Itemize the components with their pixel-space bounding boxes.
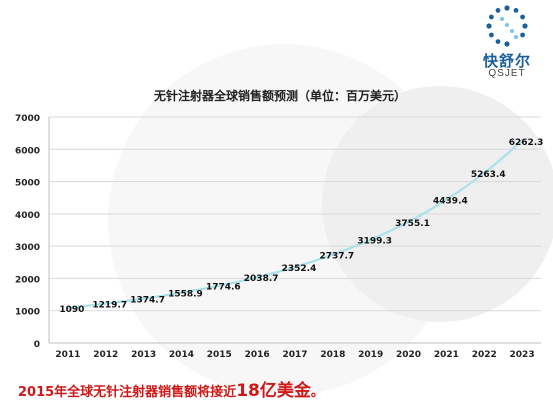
data-point	[520, 139, 524, 143]
data-point	[142, 297, 145, 300]
data-point	[104, 302, 107, 305]
y-tick-label: 3000	[15, 243, 40, 253]
x-tick-label: 2014	[169, 350, 194, 360]
y-tick-label: 4000	[15, 211, 40, 221]
data-point	[66, 306, 70, 310]
data-label: 1374.7	[130, 296, 165, 306]
data-point	[369, 238, 372, 241]
data-label: 2038.7	[244, 274, 279, 284]
data-label: 6262.3	[509, 138, 544, 148]
brand-name-en: QSJET	[488, 68, 526, 79]
x-tick-label: 2019	[358, 350, 383, 360]
chart-title: 无针注射器全球销售额预测（单位：百万美元）	[153, 89, 406, 103]
x-tick-label: 2016	[245, 350, 270, 360]
x-tick-label: 2020	[396, 350, 421, 360]
footer-text: 2015年全球无针注射器销售额将接近	[18, 385, 237, 400]
sales-forecast-chart: 0 1000 2000 3000 4000 5000 6000 7000 2011 2012 201…	[15, 114, 544, 360]
data-point	[483, 171, 486, 175]
footer-highlight: 18亿美金	[236, 381, 311, 401]
data-point	[218, 284, 221, 287]
data-point	[255, 275, 259, 279]
y-tick-label: 2000	[15, 275, 40, 285]
footer-note: 2015年全球无针注射器销售额将接近18亿美金。	[18, 376, 324, 401]
y-tick-label: 6000	[15, 146, 40, 156]
x-tick-label: 2017	[282, 350, 307, 360]
x-tick-label: 2013	[131, 350, 156, 360]
data-label: 2352.4	[282, 264, 317, 274]
y-tick-label: 7000	[15, 114, 40, 124]
data-point	[180, 291, 183, 294]
data-label: 1774.6	[206, 283, 241, 293]
data-point	[293, 265, 297, 269]
data-label: 3755.1	[395, 219, 430, 229]
brand-logo: 快舒尔 QSJET	[472, 4, 542, 84]
y-tick-label: 0	[34, 340, 40, 350]
data-point	[445, 198, 448, 201]
x-tick-label: 2018	[320, 350, 345, 360]
x-tick-label: 2023	[510, 350, 535, 360]
data-label: 4439.4	[433, 197, 468, 207]
x-tick-label: 2021	[434, 350, 459, 360]
x-tick-label: 2022	[472, 350, 497, 360]
x-tick-label: 2012	[93, 350, 118, 360]
y-tick-label: 5000	[15, 179, 40, 189]
data-label: 2737.7	[319, 252, 354, 262]
footer-text-end: 。	[310, 385, 324, 400]
data-label: 3199.3	[357, 237, 392, 247]
data-point	[407, 220, 410, 223]
y-tick-label: 1000	[15, 308, 40, 318]
x-tick-label: 2015	[207, 350, 232, 360]
data-label: 1219.7	[92, 301, 127, 311]
dotted-ring-logo-icon	[486, 5, 528, 47]
x-tick-label: 2011	[55, 350, 80, 360]
data-label: 1090	[59, 305, 84, 315]
series-line	[67, 139, 523, 309]
brand-name-cn: 快舒尔	[482, 52, 531, 70]
data-point	[331, 253, 335, 256]
data-label: 1558.9	[168, 290, 203, 300]
data-label: 5263.4	[471, 170, 506, 180]
